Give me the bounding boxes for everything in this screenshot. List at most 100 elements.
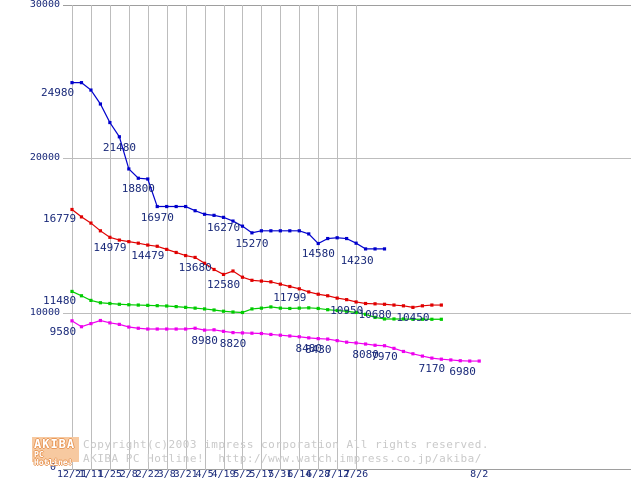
x-tick-4-19: 4/19 <box>211 469 236 480</box>
green-series-point <box>335 308 339 313</box>
blue-series-point <box>79 81 84 85</box>
blue-series-point <box>345 236 349 241</box>
gridline-0 <box>63 469 631 470</box>
blue-series-point <box>221 215 226 219</box>
y-tick-0: 0 <box>50 462 57 473</box>
blue-series-point <box>89 88 93 92</box>
blue-series-point <box>127 167 131 171</box>
red-series-point <box>127 240 131 244</box>
blue-series-point <box>307 232 311 236</box>
akiba-logo-title: AKIBA <box>34 437 76 451</box>
magenta-series-label-8980: 8980 <box>191 334 218 348</box>
green-series-point <box>297 306 301 310</box>
red-series-label-10680: 10680 <box>358 307 392 321</box>
blue-series-point <box>250 231 254 235</box>
blue-series-label-16270: 16270 <box>207 221 241 235</box>
green-series-point <box>382 317 387 321</box>
magenta-series-point <box>165 327 169 331</box>
magenta-series-point <box>297 335 301 339</box>
red-series-point <box>146 243 150 247</box>
magenta-series-point <box>193 326 197 330</box>
blue-series-point <box>316 241 320 246</box>
gridline-v-1 <box>90 5 92 470</box>
red-series-point <box>98 229 103 233</box>
green-series-line <box>71 290 442 320</box>
magenta-series-point <box>468 359 472 363</box>
red-series-point <box>165 247 169 251</box>
red-series-point <box>250 278 254 282</box>
green-series-point <box>316 306 320 311</box>
red-series-point <box>439 303 443 307</box>
gridline-v-7 <box>204 5 206 470</box>
magenta-series-point <box>288 334 292 338</box>
magenta-series-point <box>392 346 396 350</box>
magenta-series-point <box>108 321 112 325</box>
blue-series-point <box>382 247 387 251</box>
akiba-logo-subtitle: PC Hotline! <box>34 450 73 467</box>
y-tick-30000: 30000 <box>29 0 60 10</box>
red-series-line <box>71 209 442 308</box>
green-series-point <box>98 301 103 305</box>
red-series-point <box>259 279 263 283</box>
red-series-point <box>326 294 330 298</box>
green-series-point <box>259 306 263 310</box>
green-series-point <box>373 315 377 320</box>
magenta-series-point <box>439 357 443 361</box>
magenta-series-point <box>212 328 216 332</box>
green-series-point <box>411 317 415 321</box>
red-series-label-13680: 13680 <box>178 261 212 275</box>
x-tick-5-17: 5/17 <box>249 469 274 480</box>
gridline-v-15 <box>356 5 358 470</box>
red-series-point <box>316 292 320 296</box>
magenta-series-point <box>221 329 226 333</box>
plot-area <box>63 5 631 470</box>
gridline-v-13 <box>318 5 320 470</box>
magenta-series-point <box>345 340 349 344</box>
magenta-series-point <box>202 328 207 332</box>
blue-series-point <box>288 229 292 233</box>
green-series-point <box>307 306 311 310</box>
red-series-point <box>79 215 84 219</box>
red-series-point <box>184 253 188 258</box>
x-tick-12-21: 12/21 <box>56 469 88 480</box>
source-url-text: AKIBA PC Hotline! http://www.watch.impre… <box>83 452 482 465</box>
green-series-point <box>146 303 150 307</box>
magenta-series-point <box>430 356 434 360</box>
magenta-series-point <box>250 331 254 335</box>
green-series-point <box>89 298 93 303</box>
blue-series-point <box>202 212 207 216</box>
magenta-series-point <box>127 325 131 329</box>
red-series-label-11799: 11799 <box>273 290 307 304</box>
green-series-point <box>70 289 74 294</box>
y-tick-10000: 10000 <box>29 307 60 318</box>
gridline-v-4 <box>147 5 149 470</box>
red-series-point <box>373 302 377 306</box>
red-series-point <box>411 305 415 309</box>
red-series-point <box>117 238 121 242</box>
red-series-label-12580: 12580 <box>207 278 241 292</box>
x-tick-6-28: 6/28 <box>306 469 331 480</box>
red-series-point <box>297 287 301 291</box>
magenta-series-point <box>278 333 282 337</box>
blue-series-label-21480: 21480 <box>102 140 136 154</box>
magenta-series-point <box>231 330 235 335</box>
blue-series-point <box>240 224 245 228</box>
green-series-point <box>240 310 245 315</box>
green-series-point <box>439 317 443 321</box>
red-series-point <box>401 304 406 308</box>
red-series-point <box>89 221 93 225</box>
red-series-label-14479: 14479 <box>131 249 165 263</box>
blue-series-point <box>363 247 368 251</box>
blue-series-point <box>231 219 235 223</box>
red-series-point <box>354 300 358 304</box>
red-series-point <box>269 280 273 284</box>
red-series-point <box>221 272 226 277</box>
x-tick-7-12: 7/12 <box>325 469 350 480</box>
blue-series-label-15270: 15270 <box>235 236 269 250</box>
magenta-series-point <box>98 318 103 323</box>
green-series-point <box>108 301 112 306</box>
green-series-point <box>136 303 140 307</box>
red-series-point <box>278 282 282 286</box>
magenta-series-point <box>382 344 387 348</box>
blue-series-point <box>108 120 112 125</box>
